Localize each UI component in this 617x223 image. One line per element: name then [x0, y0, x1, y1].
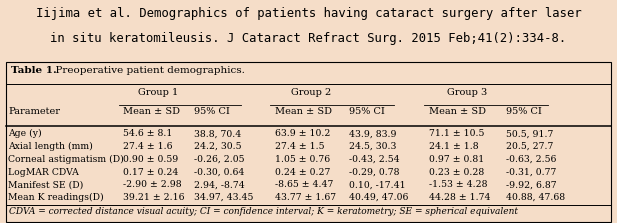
- Text: 0.17 ± 0.24: 0.17 ± 0.24: [123, 168, 179, 177]
- Text: 24.1 ± 1.8: 24.1 ± 1.8: [429, 142, 478, 151]
- Text: Mean ± SD: Mean ± SD: [123, 107, 180, 116]
- Text: -2.90 ± 2.98: -2.90 ± 2.98: [123, 180, 182, 189]
- Text: Mean ± SD: Mean ± SD: [429, 107, 486, 116]
- Text: 95% CI: 95% CI: [506, 107, 542, 116]
- Text: 63.9 ± 10.2: 63.9 ± 10.2: [275, 129, 330, 138]
- Text: Group 2: Group 2: [291, 88, 332, 97]
- Text: 43.9, 83.9: 43.9, 83.9: [349, 129, 396, 138]
- Text: Manifest SE (D): Manifest SE (D): [8, 180, 83, 189]
- Text: -0.30, 0.64: -0.30, 0.64: [194, 168, 245, 177]
- Text: 40.49, 47.06: 40.49, 47.06: [349, 193, 408, 202]
- Text: 20.5, 27.7: 20.5, 27.7: [506, 142, 553, 151]
- Text: 40.88, 47.68: 40.88, 47.68: [506, 193, 565, 202]
- Text: -1.53 ± 4.28: -1.53 ± 4.28: [429, 180, 487, 189]
- Text: 38.8, 70.4: 38.8, 70.4: [194, 129, 242, 138]
- Text: 95% CI: 95% CI: [194, 107, 230, 116]
- Text: 43.77 ± 1.67: 43.77 ± 1.67: [275, 193, 336, 202]
- Text: -8.65 ± 4.47: -8.65 ± 4.47: [275, 180, 333, 189]
- Text: Iijima et al. Demographics of patients having cataract surgery after laser: Iijima et al. Demographics of patients h…: [36, 7, 581, 20]
- Text: 34.97, 43.45: 34.97, 43.45: [194, 193, 254, 202]
- Text: 24.2, 30.5: 24.2, 30.5: [194, 142, 242, 151]
- Text: Preoperative patient demographics.: Preoperative patient demographics.: [49, 66, 245, 75]
- Text: Corneal astigmatism (D): Corneal astigmatism (D): [8, 155, 124, 164]
- Text: 24.5, 30.3: 24.5, 30.3: [349, 142, 396, 151]
- Text: 95% CI: 95% CI: [349, 107, 384, 116]
- Text: Age (y): Age (y): [8, 129, 42, 138]
- Text: -0.43, 2.54: -0.43, 2.54: [349, 155, 399, 164]
- Text: Table 1.: Table 1.: [11, 66, 57, 75]
- Text: Axial length (mm): Axial length (mm): [8, 142, 93, 151]
- Text: -0.29, 0.78: -0.29, 0.78: [349, 168, 399, 177]
- Text: 0.90 ± 0.59: 0.90 ± 0.59: [123, 155, 179, 164]
- Text: -0.26, 2.05: -0.26, 2.05: [194, 155, 245, 164]
- Text: LogMAR CDVA: LogMAR CDVA: [8, 168, 79, 177]
- Text: 27.4 ± 1.6: 27.4 ± 1.6: [123, 142, 173, 151]
- Text: 39.21 ± 2.16: 39.21 ± 2.16: [123, 193, 185, 202]
- Text: in situ keratomileusis. J Cataract Refract Surg. 2015 Feb;41(2):334-8.: in situ keratomileusis. J Cataract Refra…: [51, 32, 566, 45]
- Text: 2.94, -8.74: 2.94, -8.74: [194, 180, 245, 189]
- Text: Mean K readings(D): Mean K readings(D): [8, 193, 104, 202]
- Text: Group 3: Group 3: [447, 88, 487, 97]
- Text: Group 1: Group 1: [138, 88, 179, 97]
- Text: 1.05 ± 0.76: 1.05 ± 0.76: [275, 155, 329, 164]
- Text: -0.63, 2.56: -0.63, 2.56: [506, 155, 557, 164]
- Text: -9.92, 6.87: -9.92, 6.87: [506, 180, 557, 189]
- Text: 0.23 ± 0.28: 0.23 ± 0.28: [429, 168, 484, 177]
- Text: 0.10, -17.41: 0.10, -17.41: [349, 180, 405, 189]
- Text: 0.24 ± 0.27: 0.24 ± 0.27: [275, 168, 330, 177]
- Text: 27.4 ± 1.5: 27.4 ± 1.5: [275, 142, 324, 151]
- Text: 54.6 ± 8.1: 54.6 ± 8.1: [123, 129, 173, 138]
- Text: 71.1 ± 10.5: 71.1 ± 10.5: [429, 129, 484, 138]
- Bar: [6, 62, 611, 222]
- Text: CDVA = corrected distance visual acuity; CI = confidence interval; K = keratomet: CDVA = corrected distance visual acuity;…: [9, 207, 518, 216]
- Text: 0.97 ± 0.81: 0.97 ± 0.81: [429, 155, 484, 164]
- Text: 50.5, 91.7: 50.5, 91.7: [506, 129, 553, 138]
- Text: Parameter: Parameter: [8, 107, 60, 116]
- Text: Mean ± SD: Mean ± SD: [275, 107, 331, 116]
- Text: -0.31, 0.77: -0.31, 0.77: [506, 168, 557, 177]
- Text: 44.28 ± 1.74: 44.28 ± 1.74: [429, 193, 491, 202]
